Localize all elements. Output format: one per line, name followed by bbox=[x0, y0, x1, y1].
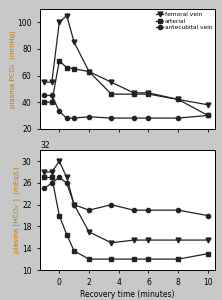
femoral vein bbox=[110, 80, 113, 84]
arterial bbox=[110, 92, 113, 96]
X-axis label: Recovery time (minutes): Recovery time (minutes) bbox=[80, 290, 175, 299]
femoral vein bbox=[73, 40, 75, 44]
Line: arterial: arterial bbox=[42, 59, 210, 118]
Legend: femoral vein, arterial, antecubital vein: femoral vein, arterial, antecubital vein bbox=[155, 11, 214, 31]
antecubital vein bbox=[207, 114, 209, 117]
antecubital vein bbox=[51, 94, 53, 97]
femoral vein bbox=[132, 91, 135, 94]
arterial bbox=[65, 66, 68, 69]
Y-axis label: plasma PCO₂  (mmHg): plasma PCO₂ (mmHg) bbox=[9, 30, 16, 108]
antecubital vein bbox=[73, 116, 75, 120]
Line: femoral vein: femoral vein bbox=[42, 13, 210, 107]
arterial bbox=[147, 92, 150, 96]
arterial bbox=[73, 67, 75, 71]
arterial bbox=[207, 114, 209, 117]
arterial bbox=[88, 70, 90, 73]
femoral vein bbox=[65, 14, 68, 17]
antecubital vein bbox=[132, 116, 135, 120]
femoral vein bbox=[147, 91, 150, 94]
antecubital vein bbox=[110, 116, 113, 120]
arterial bbox=[132, 92, 135, 96]
arterial bbox=[177, 98, 180, 101]
antecubital vein bbox=[58, 110, 61, 113]
femoral vein bbox=[177, 98, 180, 101]
arterial bbox=[51, 100, 53, 104]
antecubital vein bbox=[88, 115, 90, 119]
arterial bbox=[58, 59, 61, 63]
antecubital vein bbox=[43, 94, 46, 97]
Text: 32: 32 bbox=[40, 141, 50, 150]
antecubital vein bbox=[147, 116, 150, 120]
femoral vein bbox=[43, 80, 46, 84]
arterial bbox=[43, 100, 46, 104]
femoral vein bbox=[88, 70, 90, 73]
antecubital vein bbox=[177, 116, 180, 120]
Y-axis label: plasma [HCO₃⁻]  (mEq/L): plasma [HCO₃⁻] (mEq/L) bbox=[14, 167, 20, 254]
femoral vein bbox=[207, 103, 209, 106]
femoral vein bbox=[51, 80, 53, 84]
Line: antecubital vein: antecubital vein bbox=[42, 93, 210, 120]
femoral vein bbox=[58, 20, 61, 24]
antecubital vein bbox=[65, 116, 68, 120]
